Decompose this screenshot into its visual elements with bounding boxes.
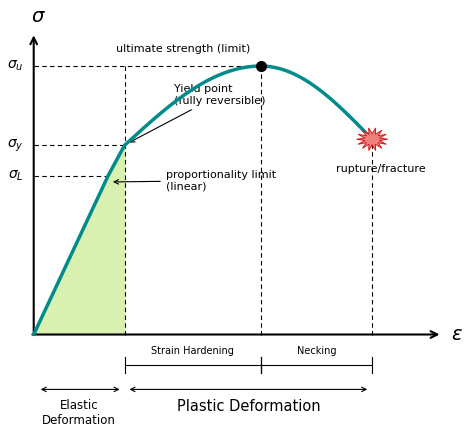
Text: Plastic Deformation: Plastic Deformation	[176, 399, 320, 414]
Text: Strain Hardening: Strain Hardening	[151, 346, 234, 356]
Text: rupture/fracture: rupture/fracture	[336, 164, 425, 174]
Text: $\sigma_L$: $\sigma_L$	[8, 168, 23, 183]
Text: Yield point
(fully reversible): Yield point (fully reversible)	[130, 84, 265, 142]
Text: $\sigma$: $\sigma$	[31, 7, 46, 26]
Text: Elastic
Deformation: Elastic Deformation	[42, 399, 116, 426]
Polygon shape	[356, 128, 388, 150]
Text: $\sigma_y$: $\sigma_y$	[7, 137, 23, 153]
Text: ultimate strength (limit): ultimate strength (limit)	[116, 44, 251, 54]
Text: proportionality limit
(linear): proportionality limit (linear)	[114, 170, 276, 191]
Text: $\varepsilon$: $\varepsilon$	[451, 325, 463, 344]
Text: Necking: Necking	[297, 346, 336, 356]
Text: $\sigma_u$: $\sigma_u$	[7, 59, 23, 73]
